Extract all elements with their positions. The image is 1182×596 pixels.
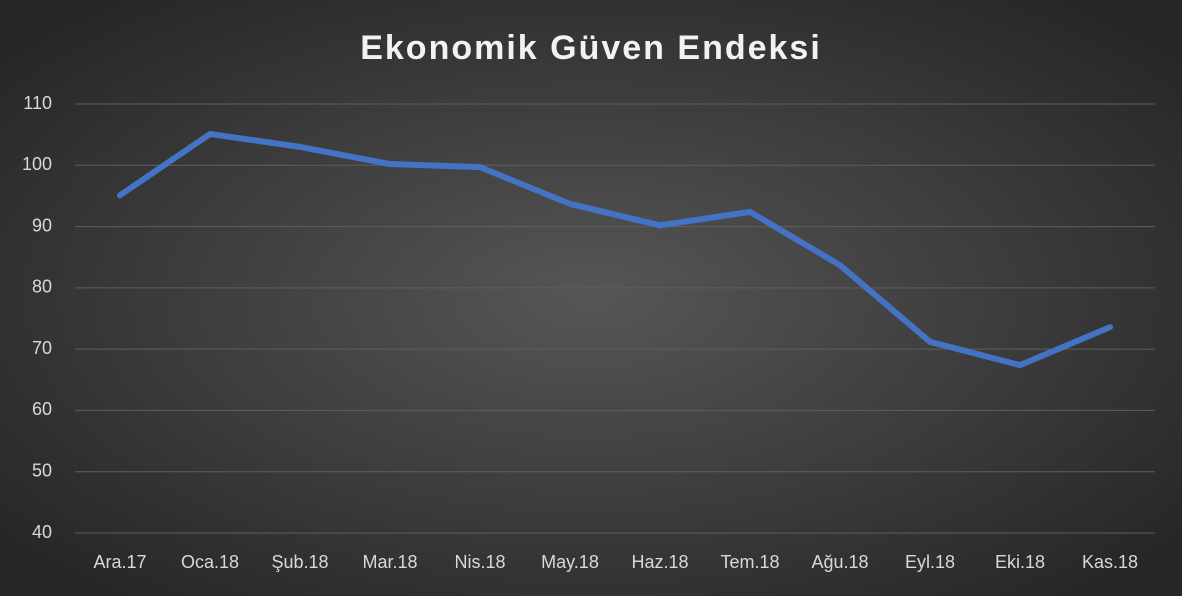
y-tick-label: 50 xyxy=(32,460,52,480)
y-tick-label: 90 xyxy=(32,215,52,235)
x-tick-label: May.18 xyxy=(541,552,599,572)
x-tick-label: Tem.18 xyxy=(720,552,779,572)
x-tick-label: Eyl.18 xyxy=(905,552,955,572)
y-tick-label: 60 xyxy=(32,399,52,419)
x-tick-label: Mar.18 xyxy=(362,552,417,572)
x-tick-label: Haz.18 xyxy=(631,552,688,572)
x-tick-label: Eki.18 xyxy=(995,552,1045,572)
y-tick-label: 110 xyxy=(23,93,52,113)
x-tick-label: Ağu.18 xyxy=(811,552,868,572)
x-tick-label: Kas.18 xyxy=(1082,552,1138,572)
y-tick-label: 40 xyxy=(32,522,52,542)
chart-title: Ekonomik Güven Endeksi xyxy=(360,29,822,67)
x-tick-label: Şub.18 xyxy=(271,552,328,572)
x-tick-label: Oca.18 xyxy=(181,552,239,572)
data-line xyxy=(117,131,1113,369)
y-tick-label: 100 xyxy=(22,154,52,174)
x-tick-label: Nis.18 xyxy=(454,552,505,572)
y-tick-label: 70 xyxy=(32,338,52,358)
x-tick-label: Ara.17 xyxy=(93,552,146,572)
y-tick-label: 80 xyxy=(32,277,52,297)
